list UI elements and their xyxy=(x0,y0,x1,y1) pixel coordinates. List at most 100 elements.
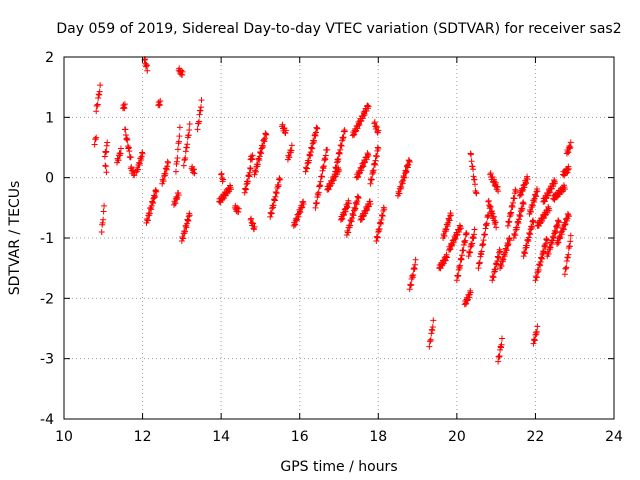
data-point xyxy=(333,164,340,171)
plot-frame xyxy=(63,56,615,420)
track-segment xyxy=(98,202,108,235)
track-segment xyxy=(102,162,110,176)
track-segment xyxy=(394,157,413,199)
y-tick-label: -3 xyxy=(40,352,54,368)
data-point xyxy=(482,231,489,238)
data-point xyxy=(194,126,201,133)
data-point xyxy=(483,220,490,227)
data-point xyxy=(322,152,329,159)
data-point xyxy=(160,178,167,185)
data-point xyxy=(546,207,553,214)
data-point xyxy=(429,323,436,330)
track-segment xyxy=(373,204,388,245)
x-tick-label: 12 xyxy=(134,429,152,445)
track-segment xyxy=(121,126,134,161)
track-segment xyxy=(563,139,574,157)
track-segment xyxy=(247,152,256,163)
track-segment xyxy=(526,186,541,217)
data-point xyxy=(379,213,386,220)
grid xyxy=(64,57,614,419)
track-segment xyxy=(251,130,270,178)
data-point xyxy=(338,142,345,149)
data-point xyxy=(91,141,98,148)
track-segment xyxy=(504,186,519,229)
track-segment xyxy=(332,127,348,175)
track-segment xyxy=(119,101,128,112)
data-point xyxy=(444,254,451,261)
data-point xyxy=(122,126,129,133)
data-point xyxy=(182,155,189,162)
data-point xyxy=(198,97,205,104)
data-point xyxy=(552,180,559,187)
data-point xyxy=(495,188,502,195)
track-segment xyxy=(91,134,100,148)
data-point xyxy=(567,238,574,245)
data-point xyxy=(102,163,109,170)
data-point xyxy=(144,67,151,74)
track-segment xyxy=(172,124,183,175)
data-point xyxy=(144,217,151,224)
data-point xyxy=(100,208,107,215)
data-point xyxy=(311,137,318,144)
data-point xyxy=(487,203,494,210)
data-point xyxy=(305,157,312,164)
data-point xyxy=(182,228,189,235)
data-point xyxy=(340,134,347,141)
track-segment xyxy=(279,121,289,137)
track-segment xyxy=(510,199,527,241)
track-segment xyxy=(178,210,193,245)
data-point xyxy=(410,271,417,278)
track-segment xyxy=(143,187,160,226)
data-point xyxy=(565,213,572,220)
data-point xyxy=(313,199,320,206)
track-segment xyxy=(194,97,205,133)
track-segment xyxy=(302,124,321,175)
y-tick-label: 2 xyxy=(45,50,54,66)
data-point xyxy=(529,223,536,230)
data-point xyxy=(462,237,469,244)
data-point xyxy=(121,101,128,108)
data-point xyxy=(347,222,354,229)
track-segment xyxy=(371,119,382,136)
data-point xyxy=(370,167,377,174)
track-segment xyxy=(247,215,258,233)
track-segment xyxy=(406,256,419,293)
track-segment xyxy=(544,217,562,260)
data-point xyxy=(309,145,316,152)
y-tick-label: -2 xyxy=(40,291,54,307)
data-point xyxy=(146,210,153,217)
data-point xyxy=(227,186,234,193)
track-segment xyxy=(353,150,372,181)
data-point xyxy=(457,225,464,232)
data-point xyxy=(480,237,487,244)
data-point xyxy=(533,328,540,335)
data-point xyxy=(153,188,160,195)
data-point xyxy=(277,176,284,183)
data-point xyxy=(493,224,500,231)
data-point xyxy=(406,158,413,165)
data-point xyxy=(235,205,242,212)
data-point xyxy=(180,162,187,169)
track-segment xyxy=(180,120,193,169)
y-tick-label: 0 xyxy=(45,171,54,187)
track-segment xyxy=(175,65,186,78)
data-point xyxy=(530,219,537,226)
data-point xyxy=(352,205,359,212)
track-segment xyxy=(446,222,464,254)
data-point xyxy=(430,317,437,324)
track-segment xyxy=(467,150,480,197)
y-tick-label: -1 xyxy=(40,231,54,247)
track-segment xyxy=(343,193,362,238)
track-segment xyxy=(159,158,172,187)
data-point xyxy=(567,232,574,239)
data-point xyxy=(565,251,572,258)
data-point xyxy=(320,163,327,170)
data-point xyxy=(179,68,186,75)
data-point xyxy=(473,190,480,197)
x-tick-label: 20 xyxy=(448,429,466,445)
data-point xyxy=(467,249,474,256)
data-point xyxy=(447,212,454,219)
data-point xyxy=(249,152,256,159)
track-segment xyxy=(324,164,342,193)
